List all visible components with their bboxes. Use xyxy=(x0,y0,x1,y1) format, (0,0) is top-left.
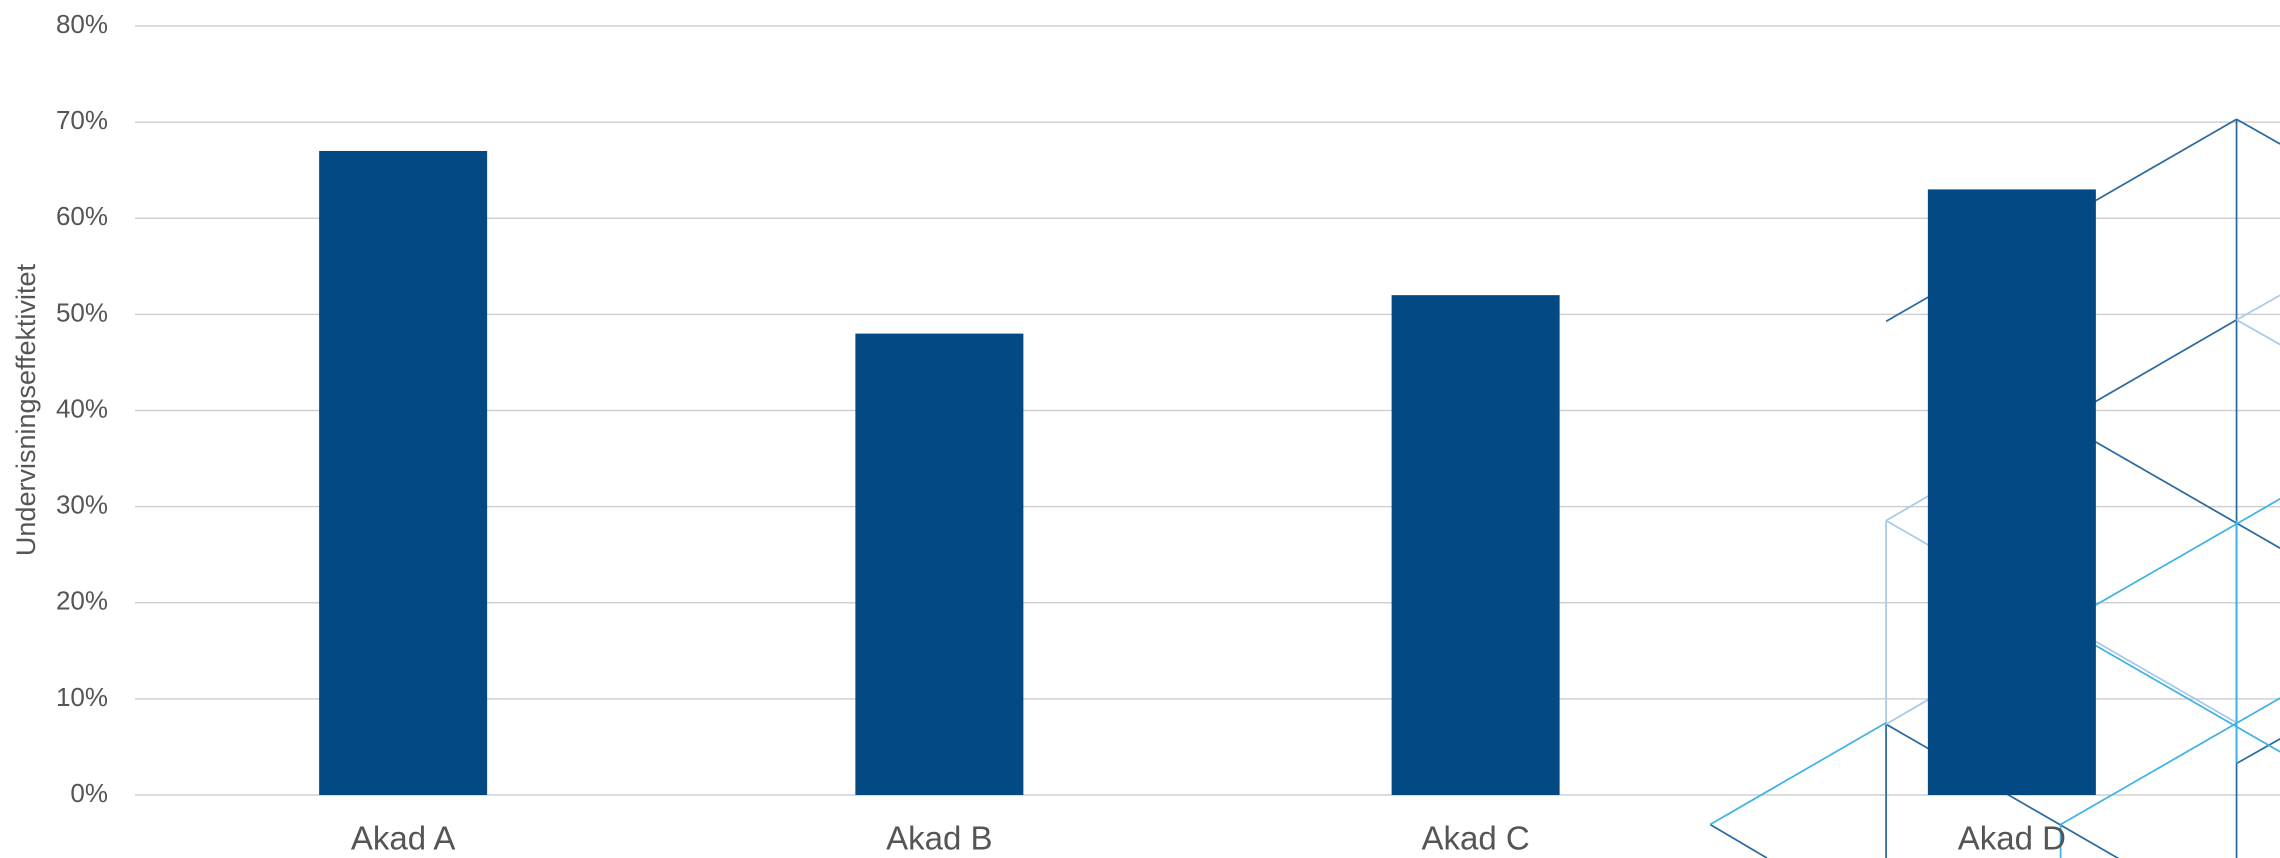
bar xyxy=(319,150,488,795)
y-tick-label: 60% xyxy=(56,201,108,231)
x-tick-label: Akad D xyxy=(1958,820,2066,857)
x-tick-label: Akad C xyxy=(1422,820,1530,857)
y-tick-label: 0% xyxy=(70,778,108,808)
bar xyxy=(855,333,1024,795)
x-tick-label: Akad B xyxy=(886,820,992,857)
y-tick-label: 30% xyxy=(56,490,108,520)
y-tick-label: 10% xyxy=(56,682,108,712)
y-tick-label: 80% xyxy=(56,9,108,39)
y-axis-title: Undervisningseffektivitet xyxy=(11,263,41,556)
y-tick-label: 70% xyxy=(56,105,108,135)
y-tick-label: 40% xyxy=(56,393,108,423)
bar xyxy=(1391,295,1560,795)
y-tick-label: 50% xyxy=(56,297,108,327)
bar xyxy=(1927,189,2096,796)
x-tick-label: Akad A xyxy=(351,820,456,857)
y-tick-label: 20% xyxy=(56,586,108,616)
